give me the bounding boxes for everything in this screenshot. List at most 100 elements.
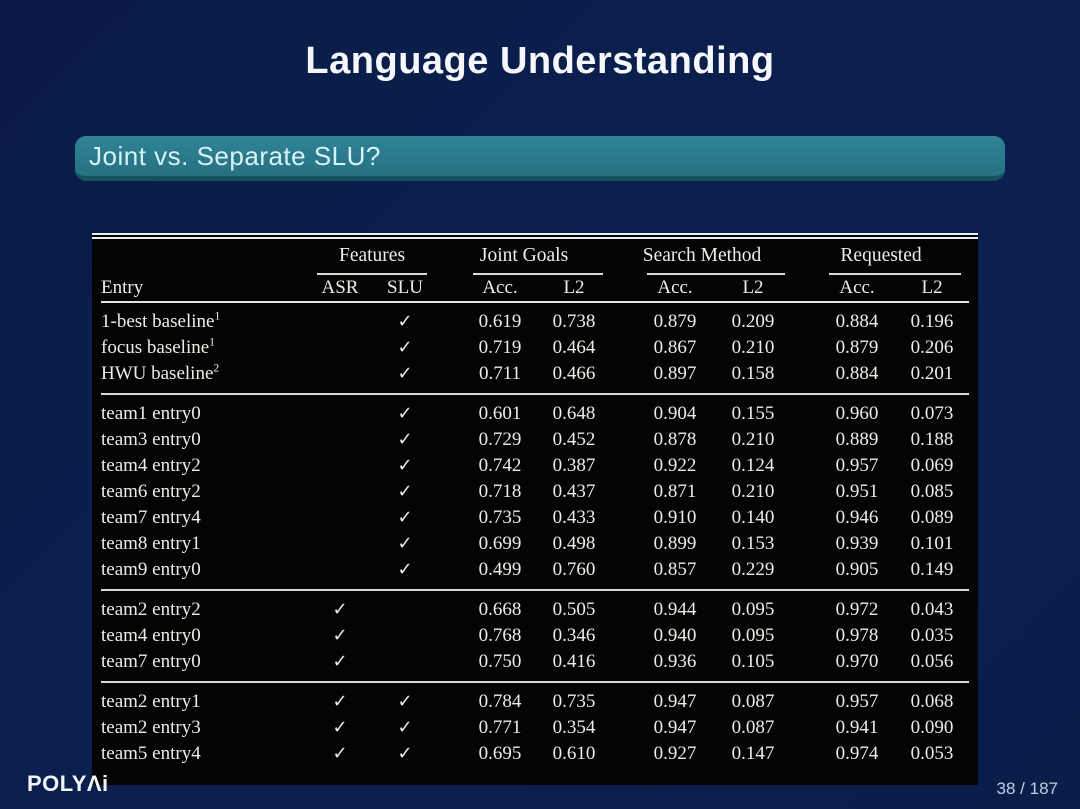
value-cell: 0.718 — [478, 481, 522, 502]
value-cell: 0.505 — [552, 599, 596, 620]
value-cell: 0.105 — [731, 651, 775, 672]
table-row: team7 entry0 ✓ 0.750 0.416 0.936 0.105 0.970 0.… — [101, 649, 969, 682]
entry-cell: focus baseline1 — [101, 335, 216, 358]
value-cell: 0.972 — [835, 599, 879, 620]
value-cell: 0.711 — [478, 363, 522, 384]
table-header: Features Joint Goals Search Method Reque… — [101, 243, 970, 302]
group-underline — [647, 273, 786, 275]
value-cell: 0.910 — [653, 507, 697, 528]
slu-check-cell: ✓ — [397, 507, 413, 528]
footnote-marker: 1 — [209, 335, 216, 349]
value-cell: 0.089 — [910, 507, 954, 528]
value-cell: 0.944 — [653, 599, 697, 620]
entry-cell: 1-best baseline1 — [101, 309, 221, 332]
entry-cell: team2 entry1 — [101, 691, 201, 712]
value-cell: 0.879 — [653, 311, 697, 332]
value-cell: 0.889 — [835, 429, 879, 450]
value-cell: 0.946 — [835, 507, 879, 528]
value-cell: 0.610 — [552, 743, 596, 764]
value-cell: 0.124 — [731, 455, 775, 476]
value-cell: 0.085 — [910, 481, 954, 502]
value-cell: 0.884 — [835, 363, 879, 384]
value-cell: 0.940 — [653, 625, 697, 646]
entry-cell: team9 entry0 — [101, 559, 201, 580]
value-cell: 0.867 — [653, 337, 697, 358]
subtitle-box: Joint vs. Separate SLU? — [75, 136, 1005, 181]
table-row: team1 entry0 ✓ 0.601 0.648 0.904 0.155 0.960 0.… — [101, 394, 969, 427]
table-row: team5 entry4 ✓ ✓ 0.695 0.610 0.927 0.147 0.974 0… — [101, 741, 969, 773]
entry-cell: team7 entry4 — [101, 507, 201, 528]
footnote-marker: 1 — [214, 309, 221, 323]
column-header-slu: SLU — [387, 277, 423, 298]
table-block: team2 entry1 ✓ ✓ 0.784 0.735 0.947 0.087 0.957 0… — [101, 682, 970, 773]
entry-cell: team8 entry1 — [101, 533, 201, 554]
value-cell: 0.087 — [731, 691, 775, 712]
entry-cell: team4 entry2 — [101, 455, 201, 476]
value-cell: 0.499 — [478, 559, 522, 580]
entry-cell: team6 entry2 — [101, 481, 201, 502]
slu-check-cell-empty — [373, 623, 437, 649]
table-row: team2 entry3 ✓ ✓ 0.771 0.354 0.947 0.087 0.941 0… — [101, 715, 969, 741]
value-cell: 0.871 — [653, 481, 697, 502]
entry-cell: team2 entry3 — [101, 717, 201, 738]
table-row: team7 entry4 ✓ 0.735 0.433 0.910 0.140 0.946 0.… — [101, 505, 969, 531]
value-cell: 0.498 — [552, 533, 596, 554]
table-row: team4 entry2 ✓ 0.742 0.387 0.922 0.124 0.957 0.… — [101, 453, 969, 479]
entry-cell: team2 entry2 — [101, 599, 201, 620]
table-row: team2 entry2 ✓ 0.668 0.505 0.944 0.095 0.972 0.… — [101, 590, 969, 623]
group-underline — [829, 273, 962, 275]
value-cell: 0.346 — [552, 625, 596, 646]
group-header-features: Features — [307, 243, 437, 275]
column-header-entry: Entry — [101, 277, 144, 298]
value-cell: 0.939 — [835, 533, 879, 554]
value-cell: 0.947 — [653, 717, 697, 738]
value-cell: 0.941 — [835, 717, 879, 738]
asr-check-cell-empty — [307, 394, 373, 427]
entry-cell: HWU baseline2 — [101, 361, 220, 384]
value-cell: 0.619 — [478, 311, 522, 332]
value-cell: 0.196 — [910, 311, 954, 332]
value-cell: 0.155 — [731, 403, 775, 424]
value-cell: 0.087 — [731, 717, 775, 738]
value-cell: 0.153 — [731, 533, 775, 554]
value-cell: 0.206 — [910, 337, 954, 358]
value-cell: 0.209 — [731, 311, 775, 332]
value-cell: 0.897 — [653, 363, 697, 384]
value-cell: 0.464 — [552, 337, 596, 358]
subtitle-text: Joint vs. Separate SLU? — [89, 140, 381, 171]
value-cell: 0.922 — [653, 455, 697, 476]
value-cell: 0.210 — [731, 337, 775, 358]
value-cell: 0.354 — [552, 717, 596, 738]
value-cell: 0.035 — [910, 625, 954, 646]
table-row: team6 entry2 ✓ 0.718 0.437 0.871 0.210 0.951 0.… — [101, 479, 969, 505]
slu-check-cell: ✓ — [397, 691, 413, 712]
table-row: team4 entry0 ✓ 0.768 0.346 0.940 0.095 0.978 0.… — [101, 623, 969, 649]
value-cell: 0.090 — [910, 717, 954, 738]
value-cell: 0.188 — [910, 429, 954, 450]
group-header-joint-goals: Joint Goals — [437, 243, 611, 275]
value-cell: 0.147 — [731, 743, 775, 764]
value-cell: 0.073 — [910, 403, 954, 424]
value-cell: 0.101 — [910, 533, 954, 554]
value-cell: 0.729 — [478, 429, 522, 450]
value-cell: 0.210 — [731, 429, 775, 450]
value-cell: 0.735 — [552, 691, 596, 712]
table-row: HWU baseline2 ✓ 0.711 0.466 0.897 0.158 0.884 0… — [101, 361, 969, 394]
value-cell: 0.201 — [910, 363, 954, 384]
value-cell: 0.695 — [478, 743, 522, 764]
value-cell: 0.140 — [731, 507, 775, 528]
table-row: team8 entry1 ✓ 0.699 0.498 0.899 0.153 0.939 0.… — [101, 531, 969, 557]
slu-check-cell: ✓ — [397, 363, 413, 384]
group-header-requested: Requested — [793, 243, 969, 275]
group-header-search-method: Search Method — [611, 243, 793, 275]
value-cell: 0.957 — [835, 455, 879, 476]
column-header-asr: ASR — [321, 277, 359, 298]
column-header-rq-l2: L2 — [921, 277, 943, 298]
slu-check-cell: ✓ — [397, 533, 413, 554]
value-cell: 0.905 — [835, 559, 879, 580]
asr-check-cell-empty — [307, 335, 373, 361]
slu-check-cell: ✓ — [397, 403, 413, 424]
table-row: 1-best baseline1 ✓ 0.619 0.738 0.879 0.209 0.8… — [101, 302, 969, 335]
entry-cell: team7 entry0 — [101, 651, 201, 672]
